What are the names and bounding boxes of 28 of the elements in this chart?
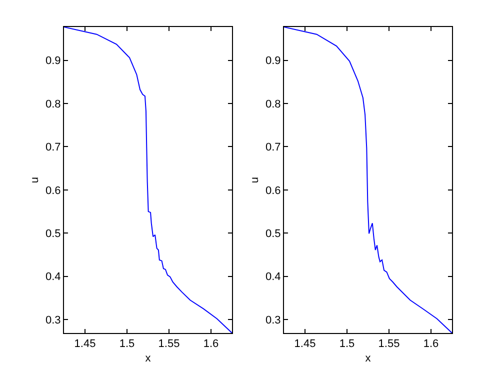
y-tick-label: 0.4 — [46, 271, 61, 284]
line-series — [284, 27, 452, 333]
y-tick-label: 0.3 — [266, 314, 281, 326]
y-tick-label: 0.3 — [46, 314, 61, 326]
x-tick-label: 1.55 — [158, 338, 180, 350]
x-tick-label: 1.6 — [423, 338, 439, 350]
y-axis-title: u — [249, 176, 262, 184]
x-tick-label: 1.5 — [339, 338, 355, 350]
x-axis-title: x — [145, 352, 152, 364]
y-tick-label: 0.6 — [266, 184, 281, 197]
x-tick-label: 1.45 — [294, 338, 316, 350]
y-tick-label: 0.5 — [266, 228, 281, 240]
x-tick-label: 1.45 — [74, 338, 96, 350]
y-tick-label: 0.7 — [266, 142, 281, 154]
y-axis-title: u — [29, 176, 42, 184]
x-tick-label: 1.55 — [378, 338, 400, 350]
y-tick-label: 0.8 — [266, 98, 281, 110]
y-tick-label: 0.6 — [46, 184, 61, 197]
y-tick-label: 0.9 — [266, 55, 281, 68]
y-tick-label: 0.5 — [46, 228, 61, 240]
y-tick-label: 0.8 — [46, 98, 61, 110]
x-tick-label: 1.6 — [203, 338, 219, 350]
x-axis-title: x — [365, 352, 372, 364]
y-tick-label: 0.7 — [46, 142, 61, 154]
line-series — [64, 27, 232, 333]
y-tick-label: 0.4 — [266, 271, 281, 284]
y-tick-label: 0.9 — [46, 55, 61, 68]
x-tick-label: 1.5 — [119, 338, 135, 350]
